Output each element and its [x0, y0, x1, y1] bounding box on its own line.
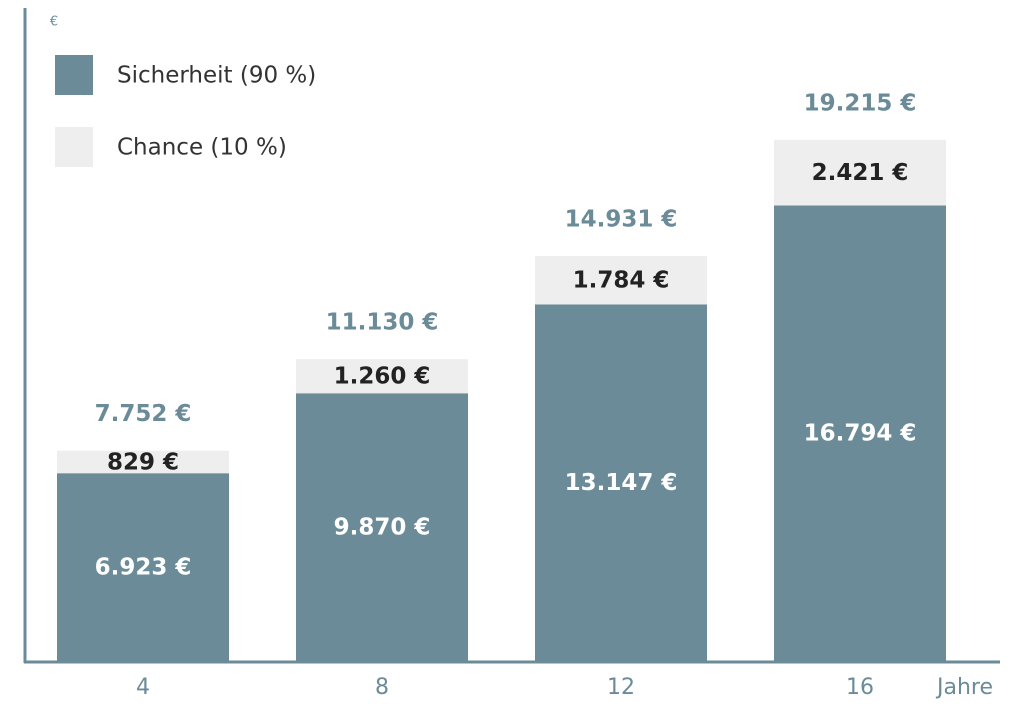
bar-segment — [535, 255, 707, 305]
total-label: 14.931 € — [565, 206, 678, 232]
x-tick-label: 16 — [846, 675, 874, 700]
total-label: 19.215 € — [804, 90, 917, 116]
bar-segment — [296, 359, 468, 394]
bar-segment — [535, 304, 707, 661]
total-label: 11.130 € — [326, 310, 439, 336]
value-label: 1.784 € — [573, 268, 670, 294]
legend-swatch — [55, 55, 93, 95]
legend-label: Sicherheit (90 %) — [117, 63, 316, 89]
value-label: 2.421 € — [812, 160, 909, 186]
bar-segment — [57, 450, 229, 474]
value-label: 6.923 € — [95, 555, 192, 581]
total-label: 7.752 € — [95, 401, 192, 427]
x-tick-label: 4 — [136, 675, 150, 700]
value-label: 829 € — [107, 449, 179, 475]
value-label: 13.147 € — [565, 470, 678, 496]
legend-label: Chance (10 %) — [117, 135, 287, 161]
value-label: 9.870 € — [334, 515, 431, 541]
x-tick-label: 12 — [607, 675, 635, 700]
bar-segment — [57, 473, 229, 661]
value-label: 16.794 € — [804, 421, 917, 447]
bar-segment — [296, 393, 468, 661]
value-label: 1.260 € — [334, 364, 431, 390]
y-axis-label: € — [50, 15, 58, 30]
x-axis-label: Jahre — [935, 675, 993, 700]
legend-swatch — [55, 127, 93, 167]
bar-segment — [774, 205, 946, 661]
bar-segment — [774, 139, 946, 206]
x-tick-label: 8 — [375, 675, 389, 700]
